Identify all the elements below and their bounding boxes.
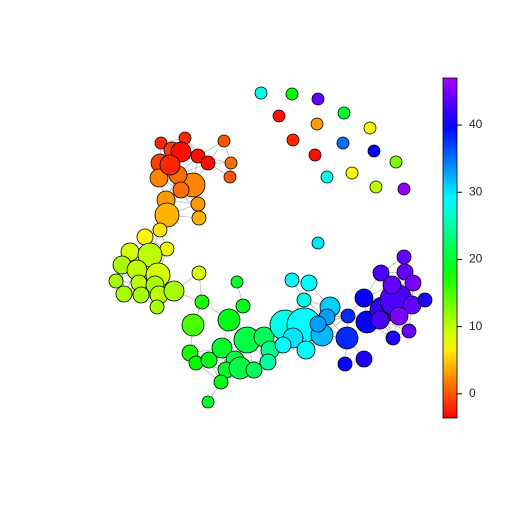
node — [191, 265, 207, 281]
node — [363, 121, 377, 135]
node — [285, 87, 299, 101]
node — [355, 350, 373, 368]
node — [336, 136, 350, 150]
tick-label: 0 — [469, 386, 476, 400]
node — [201, 395, 215, 409]
node — [370, 310, 390, 330]
node — [191, 210, 207, 226]
tick-label: 10 — [469, 319, 483, 333]
node — [310, 117, 324, 131]
node — [284, 272, 300, 288]
tick-label: 20 — [469, 252, 483, 266]
node — [389, 155, 403, 169]
node — [154, 136, 168, 150]
node — [385, 330, 401, 346]
node — [404, 274, 422, 292]
nodes — [108, 86, 433, 409]
node — [417, 292, 433, 308]
node — [200, 351, 218, 369]
node — [159, 154, 181, 176]
node — [108, 273, 124, 289]
node — [211, 337, 233, 359]
color-bar: 0 10 20 30 40 — [442, 77, 483, 419]
node — [217, 308, 241, 332]
tick-label: 30 — [469, 184, 483, 198]
node — [149, 299, 165, 315]
node — [340, 308, 356, 324]
node — [213, 374, 229, 390]
node — [369, 180, 383, 194]
node — [190, 196, 206, 212]
node — [163, 280, 185, 302]
node — [367, 144, 381, 158]
node — [308, 148, 322, 162]
node — [396, 249, 412, 265]
node — [286, 133, 300, 147]
node — [200, 155, 216, 171]
node — [245, 361, 263, 379]
node — [181, 313, 205, 337]
node — [337, 106, 351, 120]
node — [320, 170, 334, 184]
node — [272, 109, 286, 123]
node — [401, 323, 417, 339]
node — [152, 222, 168, 238]
node — [311, 92, 325, 106]
node — [154, 202, 180, 228]
node — [296, 292, 312, 308]
node — [136, 228, 154, 246]
node — [172, 181, 190, 199]
node — [354, 288, 374, 308]
node — [132, 286, 150, 304]
node — [382, 275, 402, 295]
node — [149, 168, 169, 188]
node — [335, 326, 359, 350]
node — [259, 353, 277, 371]
node — [397, 182, 411, 196]
node — [274, 336, 292, 354]
node — [217, 134, 231, 148]
node — [389, 306, 409, 326]
node — [235, 298, 251, 314]
node — [311, 236, 325, 250]
node — [194, 294, 210, 310]
node — [230, 275, 244, 289]
node — [309, 315, 327, 333]
node — [337, 356, 353, 372]
node — [223, 170, 237, 184]
color-scale — [442, 77, 458, 419]
node — [115, 285, 133, 303]
node — [254, 86, 268, 100]
tick-label: 40 — [469, 117, 483, 131]
node — [345, 166, 359, 180]
node — [300, 274, 318, 292]
node — [372, 264, 390, 282]
node — [296, 340, 316, 360]
node — [224, 156, 238, 170]
